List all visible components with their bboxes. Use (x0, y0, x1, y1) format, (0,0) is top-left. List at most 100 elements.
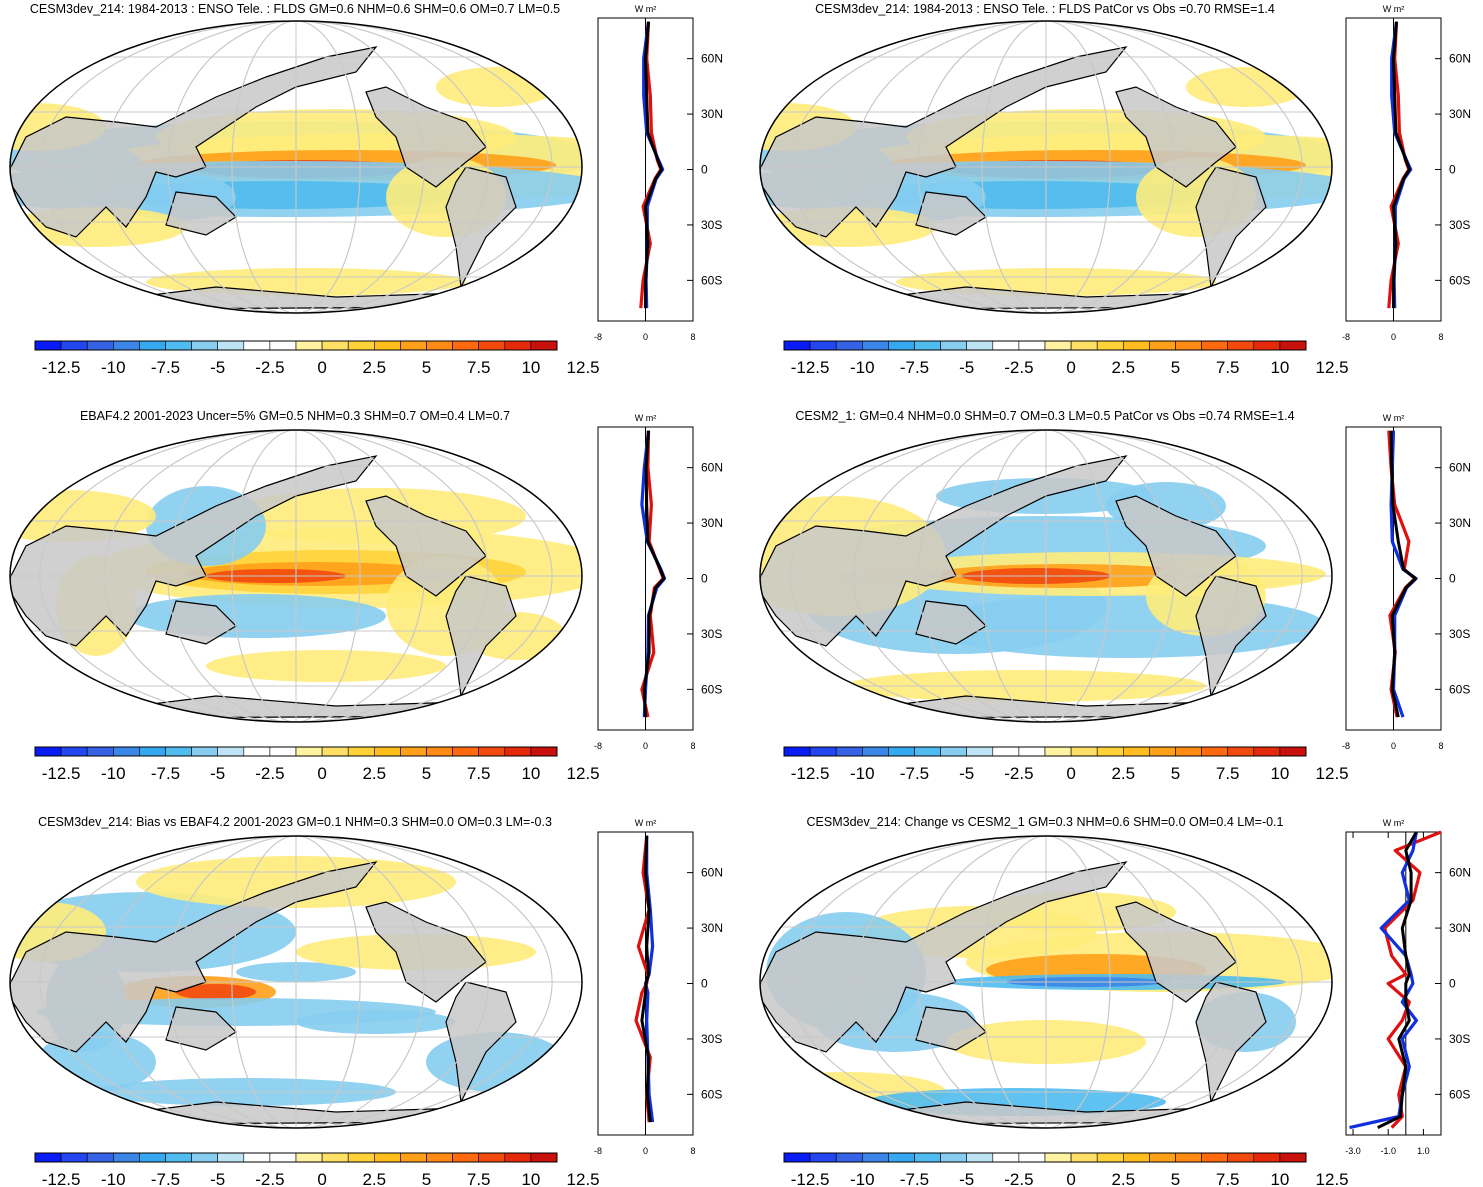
colorbar-box (940, 746, 968, 757)
colorbar-label: -10 (850, 764, 875, 783)
anomaly-contour (206, 650, 446, 682)
colorbar-frame (34, 340, 558, 351)
profile-line (1392, 21, 1411, 309)
panel-4: CESM3dev_214: Bias vs EBAF4.2 2001-2023 … (9, 815, 723, 1187)
zonal-profile: 60N 30N 0 30S 60S -8 0 8 W m² (1342, 413, 1471, 751)
colorbar-box (1044, 1152, 1072, 1163)
colorbar-box (478, 746, 506, 757)
colorbar-box (992, 1152, 1020, 1163)
colorbar-box (504, 340, 532, 351)
y-tick-label: 30N (701, 921, 723, 935)
colorbar-box (1227, 746, 1255, 757)
colorbar-box (1149, 340, 1176, 351)
colorbar-box (914, 340, 941, 351)
x-tick-label: -1.0 (1380, 1146, 1396, 1156)
colorbar-label: 2.5 (1111, 764, 1135, 783)
colorbar-box (835, 340, 863, 351)
colorbar-box (478, 1152, 506, 1163)
colorbar-box (1018, 746, 1046, 757)
colorbar-box (888, 340, 915, 351)
y-tick-label: 0 (701, 977, 708, 991)
panel-2: EBAF4.2 2001-2023 Uncer=5% GM=0.5 NHM=0.… (9, 409, 723, 783)
colorbar-box (191, 1152, 219, 1163)
map-field (10, 430, 582, 722)
colorbar-box (426, 1152, 453, 1163)
panel-3: CESM2_1: GM=0.4 NHM=0.0 SHM=0.7 OM=0.3 L… (759, 409, 1471, 783)
colorbar-box (321, 746, 349, 757)
panel-title: CESM3dev_214: 1984-2013 : ENSO Tele. : F… (30, 2, 560, 16)
world-map (9, 429, 583, 723)
map-border (759, 20, 1333, 314)
map-field (10, 21, 582, 313)
anomaly-contour (296, 1010, 456, 1034)
colorbar-box (940, 340, 968, 351)
colorbar-box (243, 746, 271, 757)
colorbar-label: -2.5 (1004, 1170, 1033, 1187)
world-map (759, 429, 1333, 723)
colorbar-label: 12.5 (567, 1170, 600, 1187)
profile-line (1383, 830, 1442, 1129)
colorbar-box (862, 340, 889, 351)
colorbar-box (992, 340, 1020, 351)
colorbar-frame (34, 1152, 558, 1163)
colorbar-box (1044, 746, 1072, 757)
y-tick-label: 30N (1449, 921, 1471, 935)
land-area (165, 191, 237, 236)
map-field (760, 836, 1332, 1128)
world-map (759, 835, 1333, 1129)
y-tick-label: 60S (1449, 1087, 1470, 1101)
colorbar-box (1227, 1152, 1255, 1163)
colorbar-box (113, 1152, 140, 1163)
zonal-profile: 60N 30N 0 30S 60S -3.0 -1.0 1.0 W m² (1345, 818, 1471, 1156)
x-tick-label: 0 (1391, 332, 1396, 342)
colorbar-box (34, 1152, 62, 1163)
colorbar-frame (783, 746, 1307, 757)
colorbar-box (809, 340, 837, 351)
colorbar-box (914, 1152, 941, 1163)
colorbar-box (139, 746, 166, 757)
colorbar-box (966, 746, 994, 757)
colorbar-box (809, 746, 837, 757)
colorbar-label: -5 (959, 1170, 974, 1187)
colorbar-label: -10 (101, 1170, 126, 1187)
colorbar-label: -10 (850, 358, 875, 377)
x-tick-label: 8 (690, 741, 695, 751)
colorbar-box (478, 340, 506, 351)
colorbar-label: -5 (210, 1170, 225, 1187)
x-tick-label: 0 (643, 1146, 648, 1156)
anomaly-contour (436, 67, 556, 107)
colorbar-box (191, 340, 219, 351)
y-tick-label: 30N (701, 107, 723, 121)
colorbar-label: -7.5 (900, 764, 929, 783)
colorbar-box (295, 746, 323, 757)
colorbar-box (217, 1152, 245, 1163)
zonal-profile: 60N 30N 0 30S 60S -8 0 8 W m² (594, 818, 723, 1156)
colorbar-box (347, 1152, 375, 1163)
colorbar-box (1149, 1152, 1176, 1163)
colorbar-box (243, 340, 271, 351)
colorbar-box (1227, 340, 1255, 351)
colorbar-box (809, 1152, 837, 1163)
colorbar-box (1096, 340, 1124, 351)
colorbar-box (1279, 340, 1307, 351)
colorbar-box (862, 1152, 889, 1163)
colorbar-label: -7.5 (900, 1170, 929, 1187)
colorbar-box (295, 340, 323, 351)
panel-5: CESM3dev_214: Change vs CESM2_1 GM=0.3 N… (759, 815, 1471, 1187)
colorbar-label: -2.5 (255, 1170, 284, 1187)
colorbar-box (1149, 746, 1176, 757)
panel-title: CESM3dev_214: 1984-2013 : ENSO Tele. : F… (815, 2, 1275, 16)
land-area (760, 46, 1128, 238)
colorbar-label: -10 (101, 764, 126, 783)
panel-title: CESM3dev_214: Bias vs EBAF4.2 2001-2023 … (38, 815, 552, 829)
x-tick-label: 1.0 (1417, 1146, 1430, 1156)
colorbar-box (34, 746, 62, 757)
colorbar-box (992, 746, 1020, 757)
colorbar-box (139, 340, 166, 351)
colorbar-label: 10 (1270, 358, 1289, 377)
units-label: W m² (635, 4, 657, 14)
colorbar-box (86, 340, 114, 351)
colorbar-box (34, 340, 62, 351)
colorbar-box (835, 1152, 863, 1163)
profile-frame (1345, 831, 1442, 1136)
